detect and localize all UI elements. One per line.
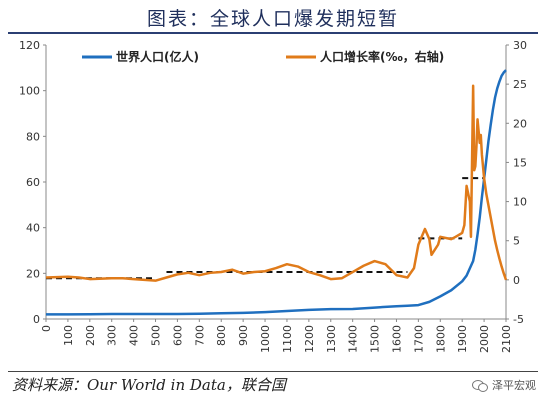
y-left-tick-label: 60 (26, 176, 40, 189)
x-tick-label: 400 (128, 325, 141, 346)
y-right-tick-label: 0 (513, 274, 520, 287)
x-tick-label: 300 (106, 325, 119, 346)
x-tick-label: 800 (215, 325, 228, 346)
x-tick-label: 200 (84, 325, 97, 346)
title-rule (8, 32, 538, 34)
x-tick-label: 1200 (303, 325, 316, 353)
x-tick-label: 1600 (390, 325, 403, 353)
x-tick-label: 100 (62, 325, 75, 346)
x-tick-label: 2000 (478, 325, 491, 353)
legend-label-population: 世界人口(亿人) (116, 49, 199, 64)
y-right-tick-label: 15 (513, 156, 527, 169)
y-left-tick-label: 20 (26, 267, 40, 280)
x-tick-label: 1000 (259, 325, 272, 353)
population-line (46, 69, 507, 316)
x-tick-label: 2100 (500, 325, 513, 353)
y-left-tick-label: 40 (26, 222, 40, 235)
x-tick-label: 1400 (347, 325, 360, 353)
x-tick-label: 900 (237, 325, 250, 346)
growth-rate-line (45, 84, 508, 282)
chart-title: 图表：全球人口爆发期短暂 (146, 8, 399, 30)
x-tick-label: 0 (40, 325, 53, 332)
y-left-tick-label: 0 (33, 313, 40, 326)
reference-lines-layer (46, 177, 485, 280)
legend-layer: 世界人口(亿人) 人口增长率(‰，右轴) (82, 49, 444, 64)
watermark: 泽平宏观 (472, 377, 536, 393)
y-right-tick-label: 10 (513, 196, 527, 209)
footer-rule (8, 371, 538, 372)
y-right-tick-label: 30 (513, 39, 527, 52)
source-note: 资料来源：Our World in Data，联合国 (12, 376, 286, 394)
wechat-icon (472, 379, 488, 392)
x-tick-label: 1300 (325, 325, 338, 353)
y-left-tick-label: 100 (19, 85, 40, 98)
x-tick-label: 1800 (434, 325, 447, 353)
legend-label-growth-rate: 人口增长率(‰，右轴) (320, 49, 444, 64)
x-tick-label: 1700 (412, 325, 425, 353)
x-tick-label: 500 (150, 325, 163, 346)
x-tick-label: 700 (193, 325, 206, 346)
y-left-tick-label: 120 (19, 39, 40, 52)
y-right-tick-label: 25 (513, 78, 527, 91)
x-tick-label: 1100 (281, 325, 294, 353)
x-tick-label: 600 (171, 325, 184, 346)
x-tick-label: 1900 (456, 325, 469, 353)
y-right-tick-label: 5 (513, 235, 520, 248)
series-layer (45, 69, 508, 316)
watermark-text: 泽平宏观 (492, 379, 536, 392)
x-tick-label: 1500 (369, 325, 382, 353)
y-right-tick-label: 20 (513, 117, 527, 130)
y-right-tick-label: -5 (513, 313, 524, 326)
y-left-tick-label: 80 (26, 130, 40, 143)
